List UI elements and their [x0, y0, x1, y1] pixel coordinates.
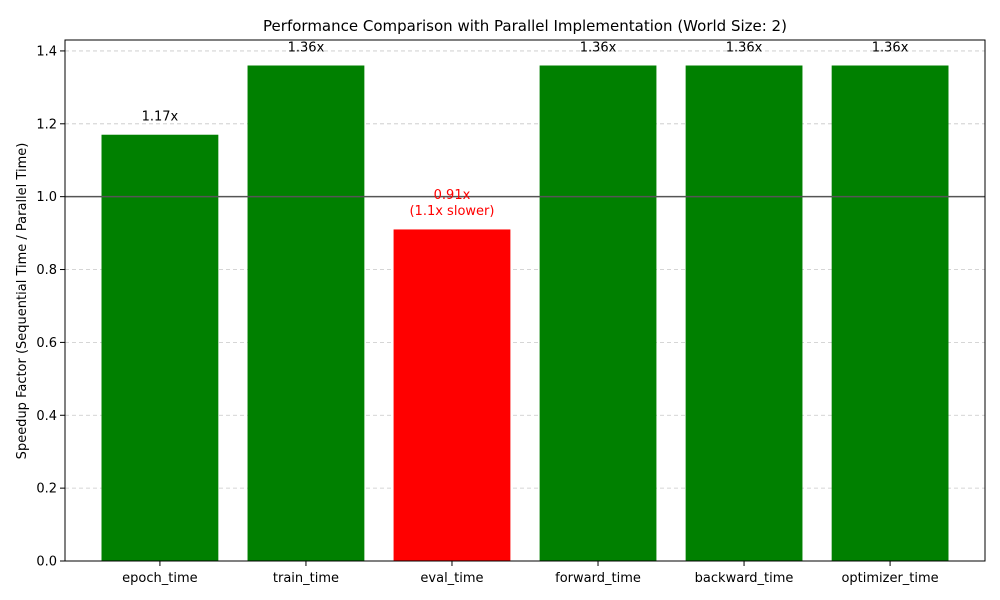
- y-tick-label: 1.0: [36, 190, 57, 205]
- y-tick-label: 0.6: [36, 336, 57, 351]
- bar-value-labels: 1.17x 1.36x 0.91x (1.1x slower) 1.36x 1.36x 1.…: [142, 40, 909, 219]
- y-tick-label: 0.4: [36, 409, 57, 424]
- y-tick-label: 1.2: [36, 117, 57, 132]
- y-tick-label: 0.2: [36, 482, 57, 497]
- y-tick-label: 0.8: [36, 263, 57, 278]
- bar-train_time: [247, 65, 365, 562]
- y-tick-label: 1.4: [36, 44, 57, 59]
- x-tick-label: epoch_time: [122, 571, 197, 586]
- bar-backward_time: [685, 65, 803, 562]
- x-tick-label: optimizer_time: [841, 571, 938, 586]
- bars: [101, 65, 949, 562]
- bar-optimizer_time: [831, 65, 949, 562]
- y-tick-label: 0.0: [36, 555, 57, 570]
- y-axis-ticks: 0.0 0.2 0.4 0.6 0.8 1.0 1.2 1.4: [36, 44, 65, 570]
- bar-value-label: 1.36x: [288, 40, 325, 55]
- bar-value-label: 1.17x: [142, 110, 179, 125]
- x-tick-label: eval_time: [420, 571, 483, 586]
- x-axis-ticks: epoch_time train_time eval_time forward_tim…: [122, 561, 939, 586]
- x-tick-label: train_time: [273, 571, 339, 586]
- bar-value-label: 1.36x: [580, 40, 617, 55]
- bar-eval_time: [393, 229, 511, 562]
- bar-value-label: 1.36x: [726, 40, 763, 55]
- x-tick-label: backward_time: [695, 571, 794, 586]
- bar-value-label: 1.36x: [872, 40, 909, 55]
- x-tick-label: forward_time: [555, 571, 641, 586]
- bar-forward_time: [539, 65, 657, 562]
- plot-frame: [64, 39, 986, 562]
- chart-title: Performance Comparison with Parallel Imp…: [263, 17, 787, 35]
- bar-epoch_time: [101, 134, 219, 561]
- bar-value-label: 0.91x (1.1x slower): [409, 188, 494, 219]
- y-axis-label: Speedup Factor (Sequential Time / Parall…: [15, 143, 30, 460]
